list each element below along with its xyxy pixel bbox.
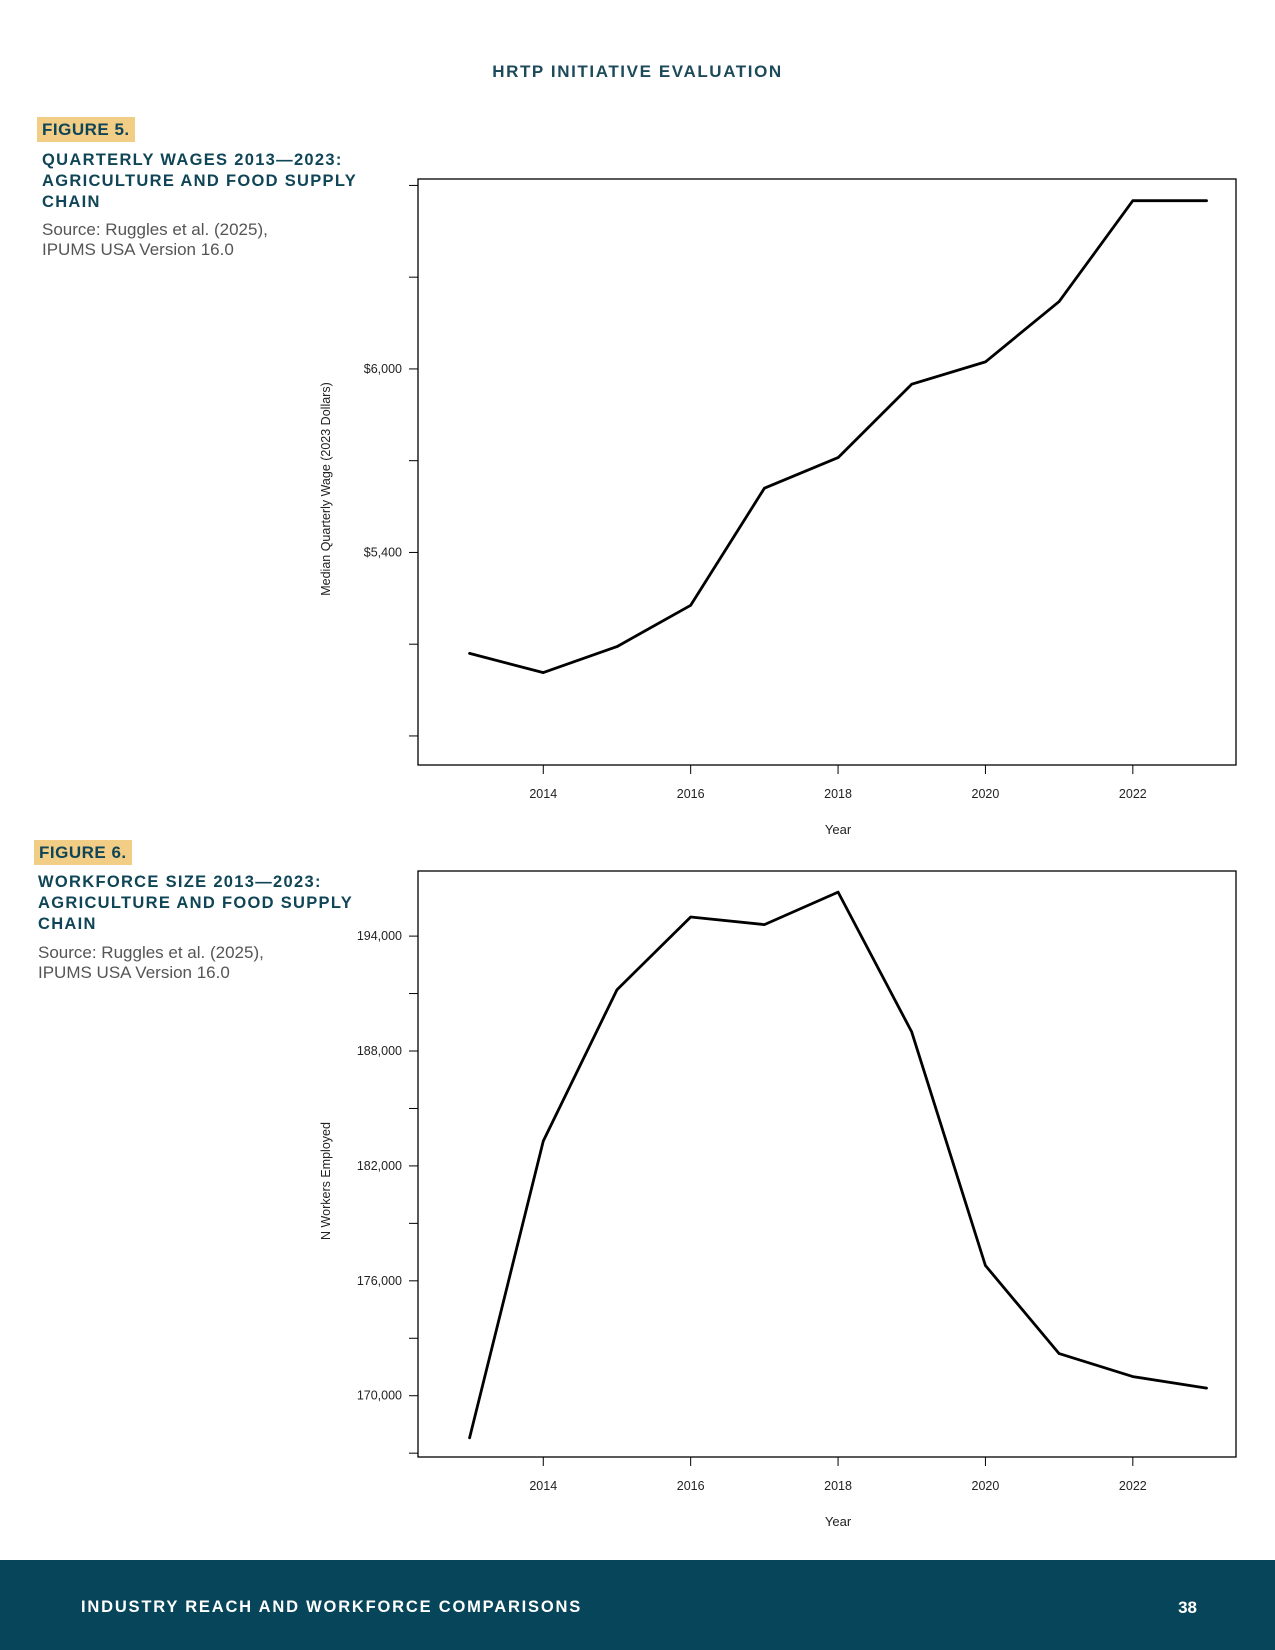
data-point — [468, 1436, 471, 1440]
figure-5-source-line-2: IPUMS USA Version 16.0 — [42, 240, 234, 259]
data-point — [984, 360, 987, 364]
x-tick-label: 2014 — [529, 1479, 557, 1493]
x-tick-label: 2020 — [972, 787, 1000, 801]
data-point — [542, 671, 545, 674]
data-point — [984, 1264, 987, 1267]
figure-5-title: QUARTERLY WAGES 2013—2023: AGRICULTURE A… — [42, 151, 357, 211]
page-number: 38 — [1178, 1598, 1197, 1617]
data-point — [1205, 199, 1208, 202]
data-point — [836, 890, 840, 894]
figure-5-source: Source: Ruggles et al. (2025), IPUMS USA… — [42, 220, 342, 260]
plot-frame — [417, 178, 1237, 766]
y-tick-label: 188,000 — [357, 1044, 402, 1058]
data-point — [615, 645, 619, 648]
figure-6-badge: FIGURE 6. — [34, 840, 132, 865]
page-footer: INDUSTRY REACH AND WORKFORCE COMPARISONS… — [0, 1560, 1275, 1650]
data-point — [836, 456, 840, 459]
data-point — [910, 1030, 913, 1034]
data-point — [910, 383, 913, 386]
data-point — [763, 923, 766, 926]
data-point — [1131, 199, 1135, 202]
data-point — [1057, 300, 1061, 303]
x-tick-label: 2020 — [972, 1479, 1000, 1493]
figure-6-source: Source: Ruggles et al. (2025), IPUMS USA… — [38, 943, 338, 983]
y-tick-label: 182,000 — [357, 1159, 402, 1173]
figure-6-source-line-2: IPUMS USA Version 16.0 — [38, 963, 230, 982]
data-point — [1205, 1386, 1208, 1390]
y-tick-label: $6,000 — [364, 362, 402, 376]
x-tick-label: 2022 — [1119, 787, 1147, 801]
y-tick-label: 176,000 — [357, 1274, 402, 1288]
wages-line-chart: $5,400 $6,000 2014 2016 2018 2020 2022 Year Medi… — [319, 178, 1237, 837]
data-point — [542, 1139, 545, 1143]
x-axis-label: Year — [825, 822, 852, 837]
page-header: HRTP INITIATIVE EVALUATION — [492, 62, 783, 81]
figure-5-source-line-1: Source: Ruggles et al. (2025), — [42, 220, 268, 239]
x-tick-label: 2014 — [529, 787, 557, 801]
x-tick-label: 2018 — [824, 787, 852, 801]
data-point — [763, 487, 766, 490]
y-tick-label: 194,000 — [357, 929, 402, 943]
x-tick-label: 2018 — [824, 1479, 852, 1493]
data-point — [615, 988, 619, 991]
plot-frame — [417, 870, 1237, 1458]
y-axis-label: Median Quarterly Wage (2023 Dollars) — [319, 382, 333, 596]
y-tick-label: 170,000 — [357, 1389, 402, 1403]
workforce-line-chart: 170,000 176,000 182,000 188,000 194,000 2014 2… — [319, 870, 1237, 1529]
figure-5-badge: FIGURE 5. — [37, 117, 135, 142]
y-axis-label: N Workers Employed — [319, 1122, 333, 1240]
footer-section-title: INDUSTRY REACH AND WORKFORCE COMPARISONS — [81, 1598, 583, 1616]
data-point — [689, 604, 692, 607]
series-line — [468, 199, 1208, 674]
data-point — [1057, 1352, 1061, 1355]
figure-6-title: WORKFORCE SIZE 2013—2023: AGRICULTURE AN… — [38, 873, 353, 933]
y-tick-label: $5,400 — [364, 545, 402, 559]
data-point — [468, 652, 471, 655]
x-axis-label: Year — [825, 1514, 852, 1529]
data-point — [1131, 1375, 1135, 1378]
x-tick-label: 2016 — [677, 787, 705, 801]
series-line — [468, 890, 1208, 1440]
x-tick-label: 2016 — [677, 1479, 705, 1493]
figure-6-source-line-1: Source: Ruggles et al. (2025), — [38, 943, 264, 962]
x-tick-label: 2022 — [1119, 1479, 1147, 1493]
data-point — [689, 915, 692, 919]
